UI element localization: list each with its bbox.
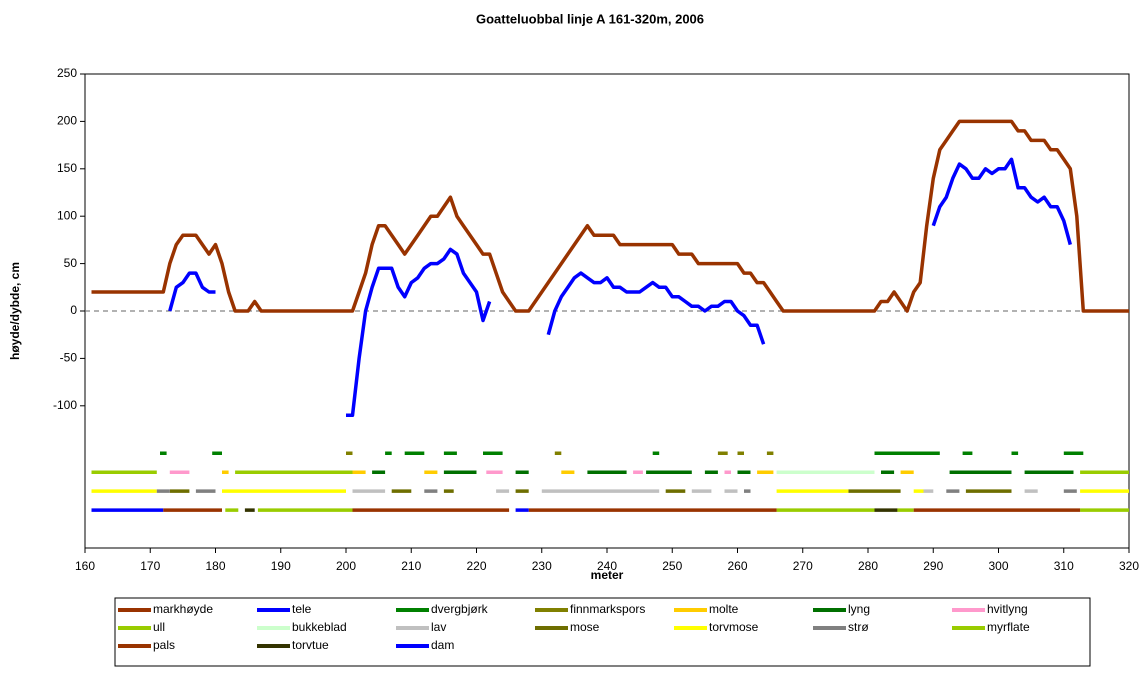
legend-label: molte bbox=[709, 602, 739, 616]
y-tick-label: -100 bbox=[53, 398, 77, 412]
x-tick-label: 190 bbox=[271, 559, 291, 573]
series-line bbox=[91, 119, 1129, 313]
y-tick-label: 50 bbox=[64, 256, 78, 270]
chart-title: Goatteluobbal linje A 161-320m, 2006 bbox=[476, 11, 704, 26]
legend-label: ull bbox=[153, 620, 165, 634]
x-tick-label: 220 bbox=[466, 559, 486, 573]
legend-label: dvergbjørk bbox=[431, 602, 489, 616]
legend-label: dam bbox=[431, 638, 454, 652]
y-tick-label: 250 bbox=[57, 66, 77, 80]
x-tick-label: 240 bbox=[597, 559, 617, 573]
x-tick-label: 300 bbox=[988, 559, 1008, 573]
y-axis-label: høyde/dybde, cm bbox=[8, 262, 22, 360]
legend-label: lav bbox=[431, 620, 446, 634]
x-axis-label: meter bbox=[591, 568, 624, 582]
legend-label: finnmarkspors bbox=[570, 602, 645, 616]
x-tick-label: 210 bbox=[401, 559, 421, 573]
legend-label: torvmose bbox=[709, 620, 759, 634]
x-tick-label: 170 bbox=[140, 559, 160, 573]
y-tick-label: 150 bbox=[57, 161, 77, 175]
x-tick-label: 180 bbox=[205, 559, 225, 573]
x-tick-label: 160 bbox=[75, 559, 95, 573]
legend-label: tele bbox=[292, 602, 312, 616]
legend-label: myrflate bbox=[987, 620, 1030, 634]
x-tick-label: 320 bbox=[1119, 559, 1139, 573]
x-tick-label: 250 bbox=[662, 559, 682, 573]
x-tick-label: 310 bbox=[1054, 559, 1074, 573]
x-tick-label: 260 bbox=[727, 559, 747, 573]
legend-label: mose bbox=[570, 620, 600, 634]
legend-label: lyng bbox=[848, 602, 870, 616]
legend-label: bukkeblad bbox=[292, 620, 347, 634]
series-line bbox=[91, 157, 1072, 512]
legend-label: pals bbox=[153, 638, 175, 652]
y-tick-label: 100 bbox=[57, 208, 77, 222]
x-tick-label: 270 bbox=[793, 559, 813, 573]
y-tick-label: 0 bbox=[70, 303, 77, 317]
x-tick-label: 200 bbox=[336, 559, 356, 573]
legend-label: markhøyde bbox=[153, 602, 213, 616]
y-tick-label: 200 bbox=[57, 114, 77, 128]
x-tick-label: 290 bbox=[923, 559, 943, 573]
legend-label: torvtue bbox=[292, 638, 329, 652]
x-tick-label: 230 bbox=[532, 559, 552, 573]
legend-label: strø bbox=[848, 620, 869, 634]
y-tick-label: -50 bbox=[60, 351, 78, 365]
x-tick-label: 280 bbox=[858, 559, 878, 573]
legend-label: hvitlyng bbox=[987, 602, 1028, 616]
